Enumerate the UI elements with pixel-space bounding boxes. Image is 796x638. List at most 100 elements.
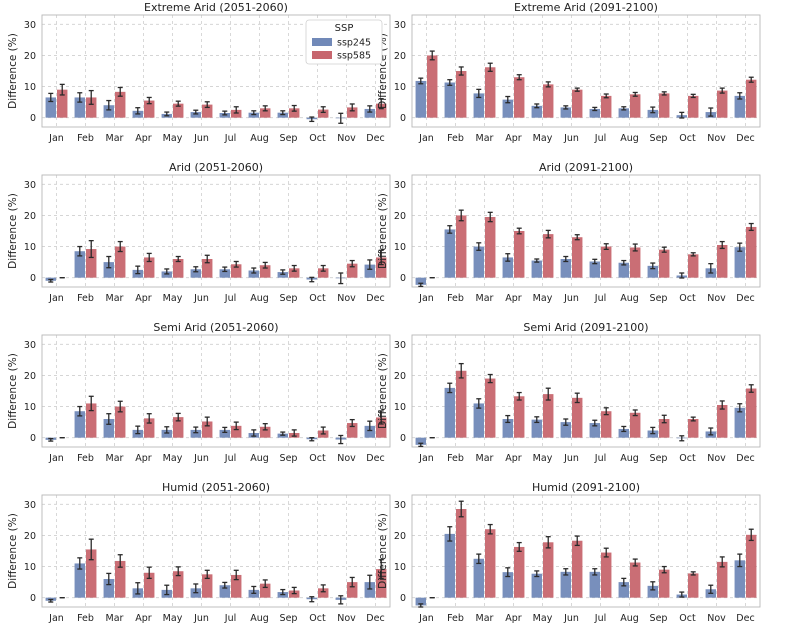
x-tick-label: Jun [193,453,209,464]
bar-ssp585-nov [717,405,728,438]
bar-ssp585-oct [318,109,329,118]
bar-ssp585-jun [202,259,213,278]
y-tick-label: 10 [24,402,36,413]
bar-ssp585-jan [427,55,438,118]
x-tick-label: Mar [106,293,124,304]
bar-ssp585-sep [289,108,300,118]
bar-ssp245-jul [219,269,230,278]
y-tick-label: 0 [400,593,406,604]
x-tick-label: Jan [418,293,434,304]
x-tick-label: Jan [48,453,64,464]
bar-ssp585-mar [485,378,496,438]
x-tick-label: Sep [650,133,668,144]
bar-ssp585-jul [231,574,242,598]
bar-ssp245-may [531,573,542,598]
y-tick-label: 0 [400,113,406,124]
x-tick-label: Jan [48,293,64,304]
bar-ssp245-mar [473,403,484,438]
y-tick-label: 0 [400,433,406,444]
y-tick-label: 10 [394,82,406,93]
bar-ssp585-jul [231,425,242,438]
y-axis-label: Difference (%) [7,193,19,269]
bar-ssp585-dec [376,103,387,118]
bar-ssp245-aug [618,108,629,118]
bar-ssp585-may [173,571,184,598]
x-tick-label: Jul [594,613,606,624]
x-tick-label: Jun [193,293,209,304]
bar-ssp585-may [173,417,184,438]
y-axis-label: Difference (%) [377,353,389,429]
y-tick-label: 0 [30,273,36,284]
bar-ssp585-nov [347,107,358,118]
panel-4: Arid (2091-2100) 0 10 20 30 Difference (%) Jan… [377,161,761,304]
x-tick-label: Sep [280,453,298,464]
bar-ssp245-feb [74,251,85,278]
x-tick-label: Oct [679,133,696,144]
bar-ssp245-mar [473,246,484,278]
bar-ssp585-dec [376,257,387,278]
bar-ssp585-nov [347,582,358,598]
x-tick-label: Oct [309,293,326,304]
y-tick-label: 20 [24,211,36,222]
bar-ssp245-apr [502,419,513,438]
x-tick-label: Mar [106,613,124,624]
panel-frame [411,334,761,448]
x-tick-label: Feb [77,293,94,304]
x-tick-label: May [163,293,183,304]
y-tick-label: 20 [24,51,36,62]
legend-label-ssp585: ssp585 [337,51,371,62]
bar-ssp585-feb [86,403,97,438]
y-tick-label: 30 [24,340,36,351]
x-tick-label: Nov [337,613,356,624]
bar-ssp585-apr [144,100,155,118]
bar-ssp585-mar [115,560,126,598]
y-tick-label: 20 [394,531,406,542]
y-tick-label: 10 [24,562,36,573]
x-tick-label: Jun [193,613,209,624]
y-tick-label: 0 [30,113,36,124]
bar-ssp245-feb [74,411,85,438]
x-tick-label: Aug [250,133,269,144]
x-tick-label: May [163,453,183,464]
bar-ssp585-mar [485,217,496,278]
x-tick-label: May [533,613,553,624]
x-tick-label: Dec [736,133,754,144]
bar-ssp245-feb [74,97,85,118]
bar-ssp585-dec [746,79,757,118]
x-tick-label: Dec [736,613,754,624]
bar-ssp585-jun [572,237,583,278]
bar-ssp585-may [543,234,554,278]
bar-ssp585-nov [717,561,728,598]
bar-ssp585-may [543,542,554,598]
bar-ssp245-jul [589,423,600,438]
panel-title: Arid (2091-2100) [539,161,633,174]
x-tick-label: Aug [620,293,639,304]
bar-ssp585-oct [688,95,699,118]
bar-ssp245-jan [415,597,426,606]
panel-8: Humid (2091-2100) 0 10 20 30 Difference (%) Ja… [377,481,761,624]
x-tick-label: Nov [707,293,726,304]
bar-ssp585-sep [659,93,670,118]
x-tick-label: Nov [337,453,356,464]
y-axis-label: Difference (%) [7,513,19,589]
bar-ssp245-mar [473,93,484,118]
bar-ssp245-jul [589,108,600,118]
bar-ssp585-apr [514,396,525,438]
bar-ssp585-feb [456,71,467,118]
x-tick-label: Jan [418,453,434,464]
x-tick-label: Mar [476,133,494,144]
panel-5: Semi Arid (2051-2060) 0 10 20 30 Difference (… [7,321,391,464]
panel-frame [41,174,391,288]
x-tick-label: Oct [309,133,326,144]
bar-ssp585-aug [260,108,271,118]
y-tick-label: 10 [394,242,406,253]
panel-title: Semi Arid (2051-2060) [153,321,278,334]
bar-ssp585-feb [456,215,467,278]
y-axis-label: Difference (%) [377,513,389,589]
bar-ssp585-feb [86,549,97,598]
bar-ssp585-jun [202,421,213,438]
x-tick-label: Apr [505,133,522,144]
bar-ssp585-nov [347,263,358,278]
